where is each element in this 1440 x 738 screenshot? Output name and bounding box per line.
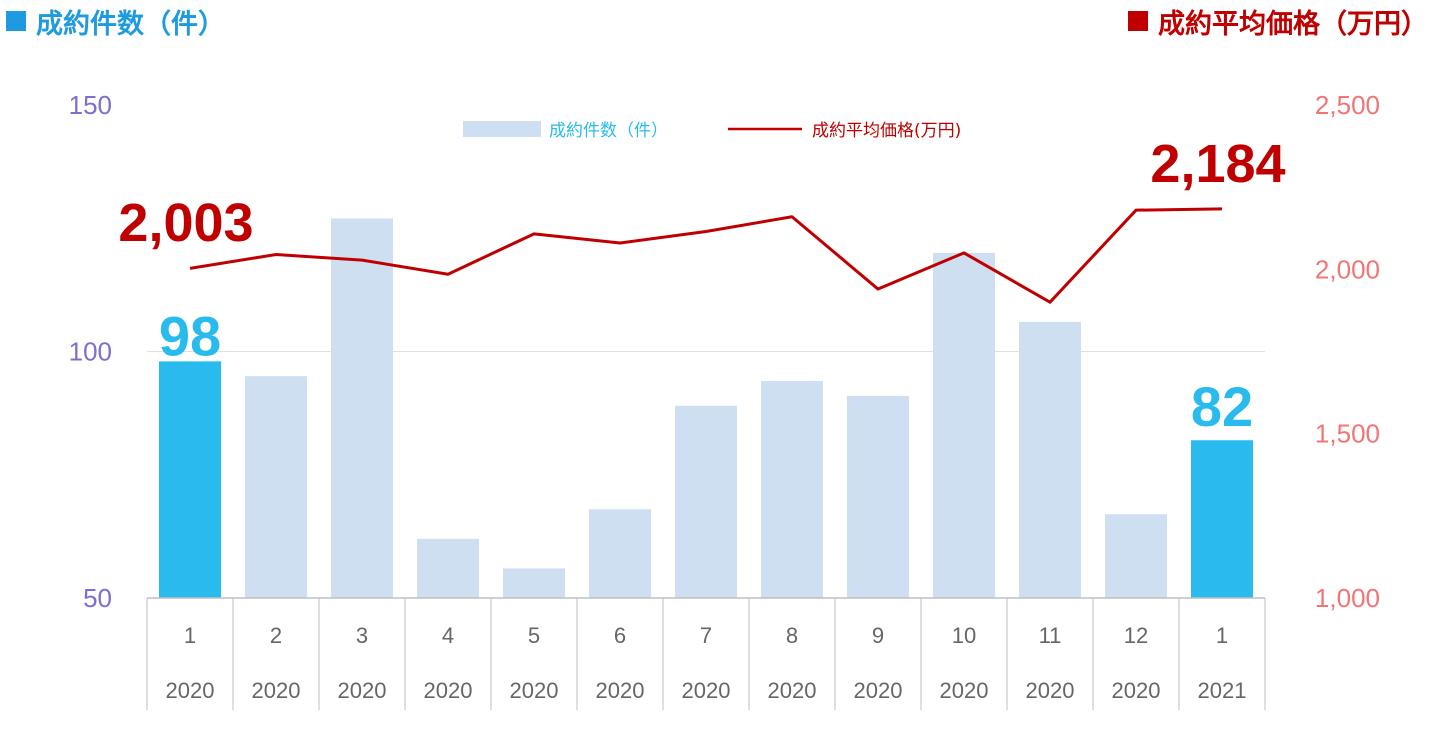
bar-series-swatch — [6, 11, 26, 31]
legend-bar-swatch — [463, 121, 541, 137]
right-tick-label: 2,500 — [1315, 90, 1380, 120]
x-month-label: 1 — [1216, 623, 1228, 648]
x-year-label: 2020 — [940, 678, 989, 703]
x-month-label: 12 — [1124, 623, 1148, 648]
line-value-label: 2,003 — [118, 193, 253, 253]
bar — [1105, 514, 1167, 598]
x-month-label: 2 — [270, 623, 282, 648]
right-tick-label: 2,000 — [1315, 254, 1380, 284]
right-tick-label: 1,000 — [1315, 583, 1380, 613]
left-axis-title: 成約件数（件） — [6, 2, 225, 41]
line-series — [189, 207, 1223, 304]
bar — [159, 361, 221, 598]
right-axis-title: 成約平均価格（万円） — [1128, 2, 1428, 41]
bar — [331, 218, 393, 598]
bar — [245, 376, 307, 598]
annotations: 98 82 2,003 2,184 — [118, 134, 1285, 438]
x-month-label: 10 — [952, 623, 976, 648]
left-tick-label: 50 — [83, 583, 112, 613]
x-year-label: 2020 — [338, 678, 387, 703]
x-month-label: 11 — [1039, 623, 1062, 648]
bar — [761, 381, 823, 598]
left-tick-label: 150 — [69, 90, 112, 120]
bar — [589, 509, 651, 598]
bar — [847, 395, 909, 598]
legend: 成約件数（件） 成約平均価格(万円) — [463, 121, 961, 141]
axes: 50 100 150 1,000 1,500 2,000 2,500 — [69, 90, 1380, 613]
bar — [503, 568, 565, 598]
bar — [1019, 321, 1081, 598]
legend-bar-label: 成約件数（件） — [549, 121, 668, 141]
bar — [933, 252, 995, 598]
x-year-label: 2020 — [252, 678, 301, 703]
x-month-label: 8 — [786, 623, 798, 648]
legend-line-label: 成約平均価格(万円) — [812, 121, 961, 141]
right-tick-label: 1,500 — [1315, 419, 1380, 449]
x-month-label: 9 — [872, 623, 884, 648]
price-line — [189, 207, 1223, 304]
x-year-label: 2020 — [166, 678, 215, 703]
bar — [417, 538, 479, 598]
x-year-label: 2021 — [1198, 678, 1247, 703]
line-value-label: 2,184 — [1150, 134, 1285, 194]
right-axis-title-text: 成約平均価格（万円） — [1158, 9, 1428, 40]
x-year-label: 2020 — [424, 678, 473, 703]
line-series-swatch — [1128, 11, 1148, 31]
x-month-label: 5 — [528, 623, 540, 648]
x-month-label: 7 — [700, 623, 712, 648]
x-year-label: 2020 — [1112, 678, 1161, 703]
x-year-label: 2020 — [682, 678, 731, 703]
x-year-label: 2020 — [854, 678, 903, 703]
x-month-label: 1 — [184, 623, 196, 648]
x-month-label: 4 — [442, 623, 454, 648]
bar-value-label: 82 — [1191, 375, 1253, 438]
bar-value-label: 98 — [159, 304, 221, 367]
x-month-label: 6 — [614, 623, 626, 648]
left-tick-label: 100 — [69, 337, 112, 367]
x-year-label: 2020 — [768, 678, 817, 703]
bar — [1191, 440, 1253, 598]
bar-series — [159, 218, 1253, 598]
x-year-label: 2020 — [596, 678, 645, 703]
x-month-label: 3 — [356, 623, 368, 648]
x-year-label: 2020 — [1026, 678, 1075, 703]
x-year-label: 2020 — [510, 678, 559, 703]
left-axis-title-text: 成約件数（件） — [36, 9, 225, 40]
bar — [675, 405, 737, 598]
